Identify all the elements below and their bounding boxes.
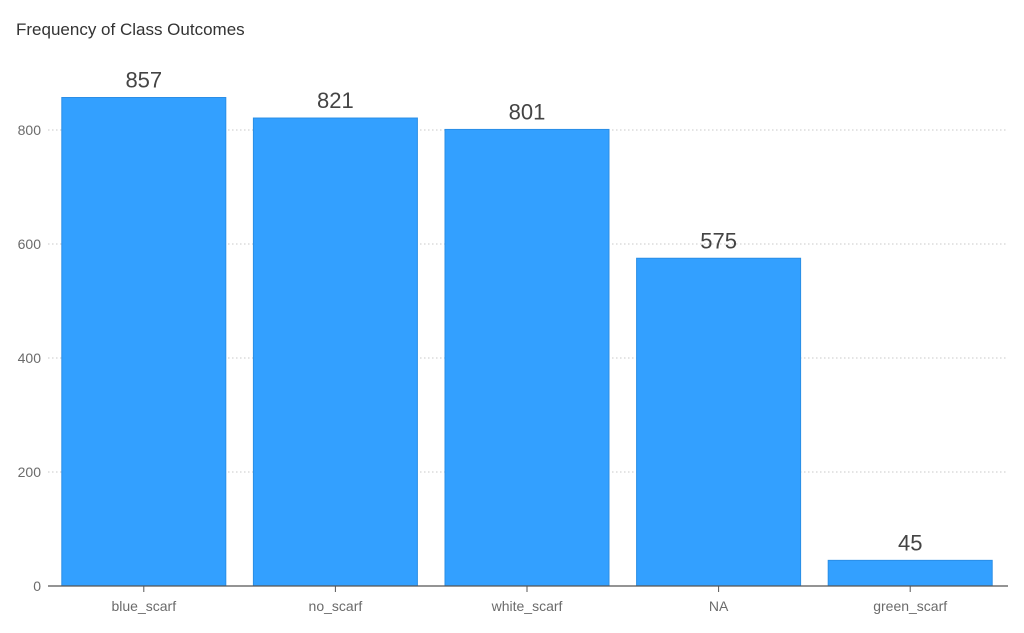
data-label: 857 [125,68,162,93]
x-tick-label: white_scarf [491,598,563,614]
y-tick-label: 800 [18,122,42,138]
bars [61,97,993,587]
data-label: 575 [700,228,737,253]
bar-NA [636,257,802,587]
y-tick-label: 600 [18,236,42,252]
x-tick-label: NA [709,598,729,614]
y-tick-label: 400 [18,350,42,366]
x-axis-ticks: blue_scarf no_scarf white_scarf NA green_sca… [112,586,947,614]
bar-white_scarf [444,128,610,587]
data-label: 801 [509,99,546,124]
x-tick-label: green_scarf [873,598,947,614]
y-axis-ticks: 0 200 400 600 800 [18,122,42,594]
data-label: 821 [317,88,354,113]
data-label: 45 [898,530,922,555]
chart-title: Frequency of Class Outcomes [16,20,245,39]
bar-green_scarf [827,559,993,587]
x-tick-label: no_scarf [309,598,363,614]
bar-no_scarf [252,117,418,587]
y-tick-label: 0 [33,578,41,594]
x-tick-label: blue_scarf [112,598,177,614]
data-labels: 857 821 801 575 45 [125,68,922,556]
y-tick-label: 200 [18,464,42,480]
bar-blue_scarf [61,97,227,587]
